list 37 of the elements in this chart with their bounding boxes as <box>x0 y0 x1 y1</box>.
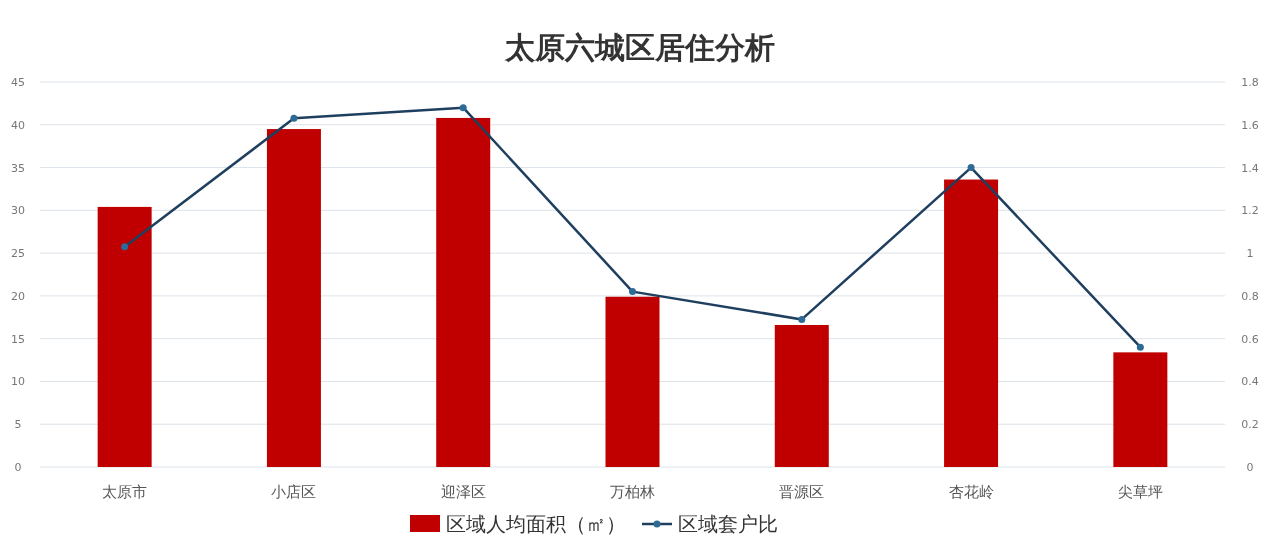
y2-tick-label: 0.4 <box>1241 375 1259 389</box>
bar <box>944 179 999 467</box>
x-tick-label: 万柏林 <box>610 483 655 501</box>
y2-tick-label: 0.6 <box>1241 332 1259 346</box>
x-tick-label: 杏花岭 <box>948 483 994 501</box>
y2-tick-label: 0.8 <box>1241 289 1259 303</box>
y-tick-label: 20 <box>11 289 25 303</box>
chart-title: 太原六城区居住分析 <box>504 30 775 65</box>
y-tick-label: 10 <box>11 375 25 389</box>
bar <box>1113 352 1168 467</box>
x-tick-label: 尖草坪 <box>1117 483 1163 501</box>
y2-tick-label: 1 <box>1246 247 1254 261</box>
y2-tick-label: 1.8 <box>1241 76 1259 89</box>
bar <box>266 129 321 467</box>
bar <box>605 296 660 467</box>
bar <box>774 324 829 467</box>
legend-label: 区域人均面积（㎡） <box>446 512 626 536</box>
y2-tick-label: 1.4 <box>1241 161 1259 175</box>
x-tick-label: 太原市 <box>102 483 148 501</box>
y-tick-label: 35 <box>11 161 25 175</box>
y-tick-label: 5 <box>14 418 22 432</box>
y2-tick-label: 1.2 <box>1241 204 1259 218</box>
y-tick-label: 25 <box>11 247 25 261</box>
y-tick-label: 40 <box>11 118 25 132</box>
bar <box>436 117 491 467</box>
y2-tick-label: 0.2 <box>1241 418 1259 432</box>
y-tick-label: 0 <box>14 461 22 474</box>
y2-tick-label: 1.6 <box>1241 118 1259 132</box>
y-tick-label: 45 <box>11 76 25 89</box>
x-tick-label: 迎泽区 <box>440 483 486 501</box>
x-tick-label: 小店区 <box>271 483 317 501</box>
bar <box>97 206 152 467</box>
legend-label: 区域套户比 <box>678 512 778 536</box>
y-tick-label: 15 <box>11 332 25 346</box>
x-tick-label: 晋源区 <box>779 483 825 501</box>
y-tick-label: 30 <box>11 204 25 218</box>
y2-tick-label: 0 <box>1246 461 1254 474</box>
